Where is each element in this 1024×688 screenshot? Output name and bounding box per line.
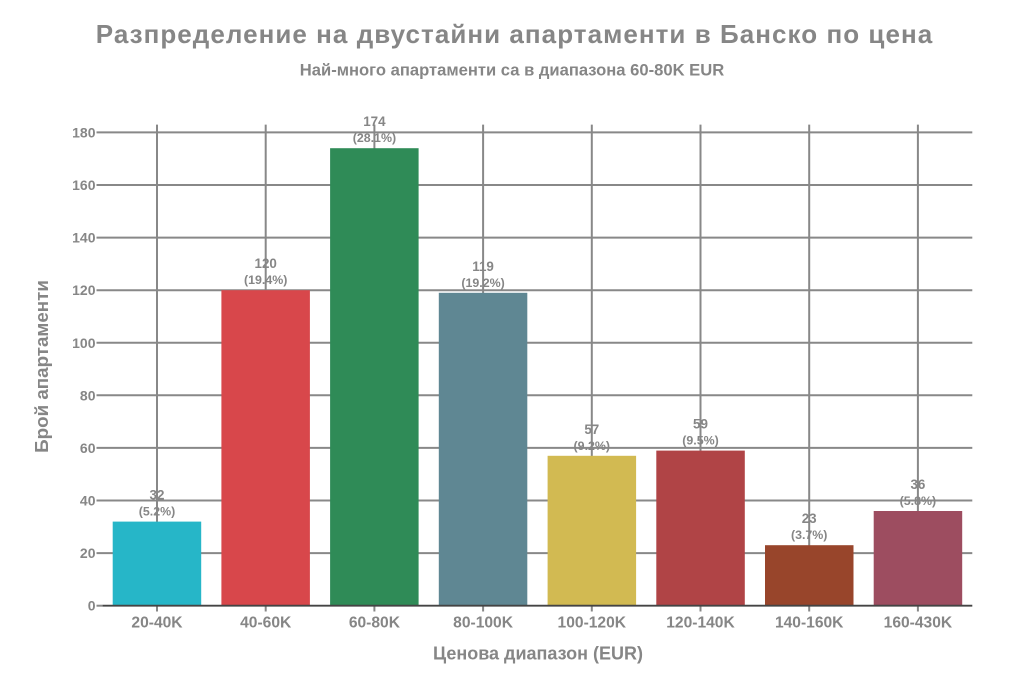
svg-text:36: 36: [910, 477, 925, 492]
svg-text:60-80K: 60-80K: [349, 615, 401, 632]
svg-text:(28.1%): (28.1%): [353, 131, 396, 145]
svg-text:Ценова диапазон (EUR): Ценова диапазон (EUR): [433, 644, 643, 664]
svg-text:119: 119: [472, 259, 494, 274]
svg-text:Брой апартаменти: Брой апартаменти: [31, 280, 52, 453]
svg-text:120: 120: [255, 256, 277, 271]
svg-text:140-160K: 140-160K: [775, 615, 844, 632]
svg-text:(5.8%): (5.8%): [900, 494, 937, 508]
svg-text:120-140K: 120-140K: [666, 615, 735, 632]
svg-text:80: 80: [80, 387, 96, 403]
svg-text:160-430K: 160-430K: [884, 615, 953, 632]
svg-text:20: 20: [80, 545, 96, 561]
svg-text:80-100K: 80-100K: [453, 615, 514, 632]
svg-text:100-120K: 100-120K: [558, 615, 627, 632]
svg-text:(5.2%): (5.2%): [139, 505, 176, 519]
svg-text:(3.7%): (3.7%): [791, 528, 828, 542]
svg-text:(9.2%): (9.2%): [574, 439, 611, 453]
svg-text:60: 60: [80, 440, 96, 456]
svg-text:Разпределение на двустайни апа: Разпределение на двустайни апартаменти в…: [96, 19, 933, 49]
svg-text:Най-много апартаменти са в диа: Най-много апартаменти са в диапазона 60-…: [300, 61, 724, 80]
svg-text:(19.4%): (19.4%): [244, 273, 287, 287]
svg-text:40: 40: [80, 493, 96, 509]
svg-text:174: 174: [363, 114, 386, 129]
svg-text:0: 0: [88, 598, 96, 614]
svg-text:120: 120: [72, 282, 96, 298]
svg-text:(9.5%): (9.5%): [682, 434, 719, 448]
svg-text:32: 32: [150, 488, 165, 503]
svg-text:(19.2%): (19.2%): [461, 276, 504, 290]
svg-text:180: 180: [72, 124, 96, 140]
svg-text:20-40K: 20-40K: [131, 615, 183, 632]
svg-text:57: 57: [584, 422, 599, 437]
svg-text:140: 140: [72, 230, 96, 246]
svg-text:100: 100: [72, 335, 96, 351]
svg-text:23: 23: [802, 511, 817, 526]
svg-text:40-60K: 40-60K: [240, 615, 292, 632]
svg-text:59: 59: [693, 417, 708, 432]
svg-text:160: 160: [72, 177, 96, 193]
